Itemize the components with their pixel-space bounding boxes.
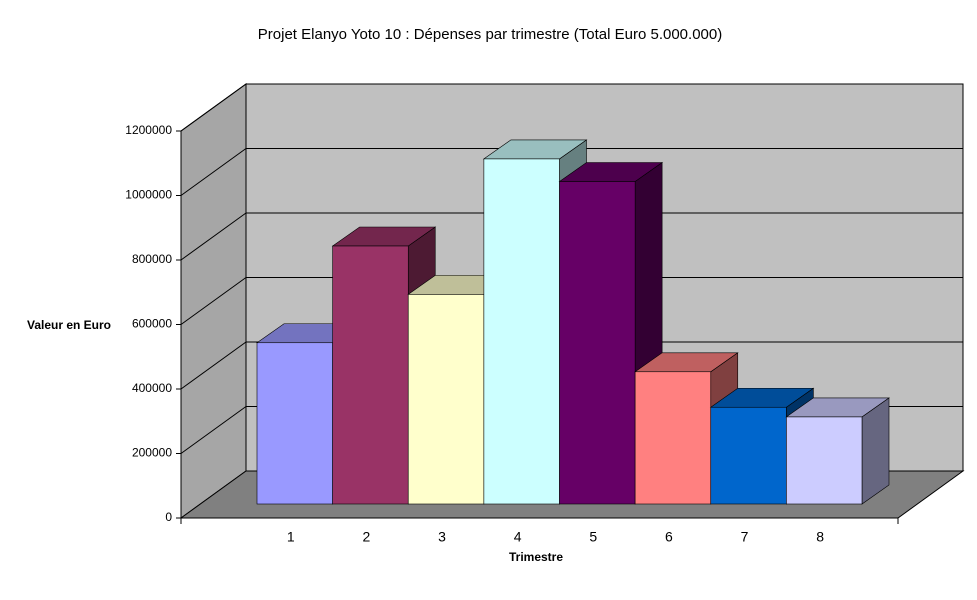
bar: [483, 158, 560, 505]
x-tick-label: 2: [363, 529, 371, 545]
y-tick-label: 1200000: [125, 123, 172, 137]
grid-line: [180, 83, 247, 132]
x-tick-label: 1: [287, 529, 295, 545]
grid-line: [180, 277, 247, 325]
bar: [407, 294, 485, 505]
chart-title: Projet Elanyo Yoto 10 : Dépenses par tri…: [258, 26, 722, 43]
x-tick-label: 3: [438, 529, 446, 545]
x-tick-label: 7: [741, 529, 749, 545]
bar: [332, 245, 409, 505]
y-tick-label: 200000: [132, 446, 172, 460]
x-axis-title: Trimestre: [509, 550, 563, 564]
y-tick-label: 600000: [132, 317, 172, 331]
bar: [256, 342, 333, 505]
grid-line: [180, 406, 247, 454]
bar: [786, 416, 863, 505]
grid-line: [180, 148, 247, 196]
x-tick-label: 6: [665, 529, 673, 545]
y-tick-label: 400000: [132, 381, 172, 395]
grid-line: [180, 212, 247, 261]
y-tick-label: 800000: [132, 252, 172, 266]
x-tick-label: 5: [589, 529, 597, 545]
y-axis-title: Valeur en Euro: [27, 318, 111, 332]
bar: [710, 406, 787, 505]
bar: [559, 181, 636, 505]
grid-line: [180, 341, 247, 390]
y-tick-label: 0: [165, 510, 172, 524]
y-tick-label: 1000000: [125, 188, 172, 202]
x-tick-label: 8: [816, 529, 824, 545]
x-tick-label: 4: [514, 529, 522, 545]
bar: [634, 371, 712, 505]
bars: [256, 139, 890, 505]
